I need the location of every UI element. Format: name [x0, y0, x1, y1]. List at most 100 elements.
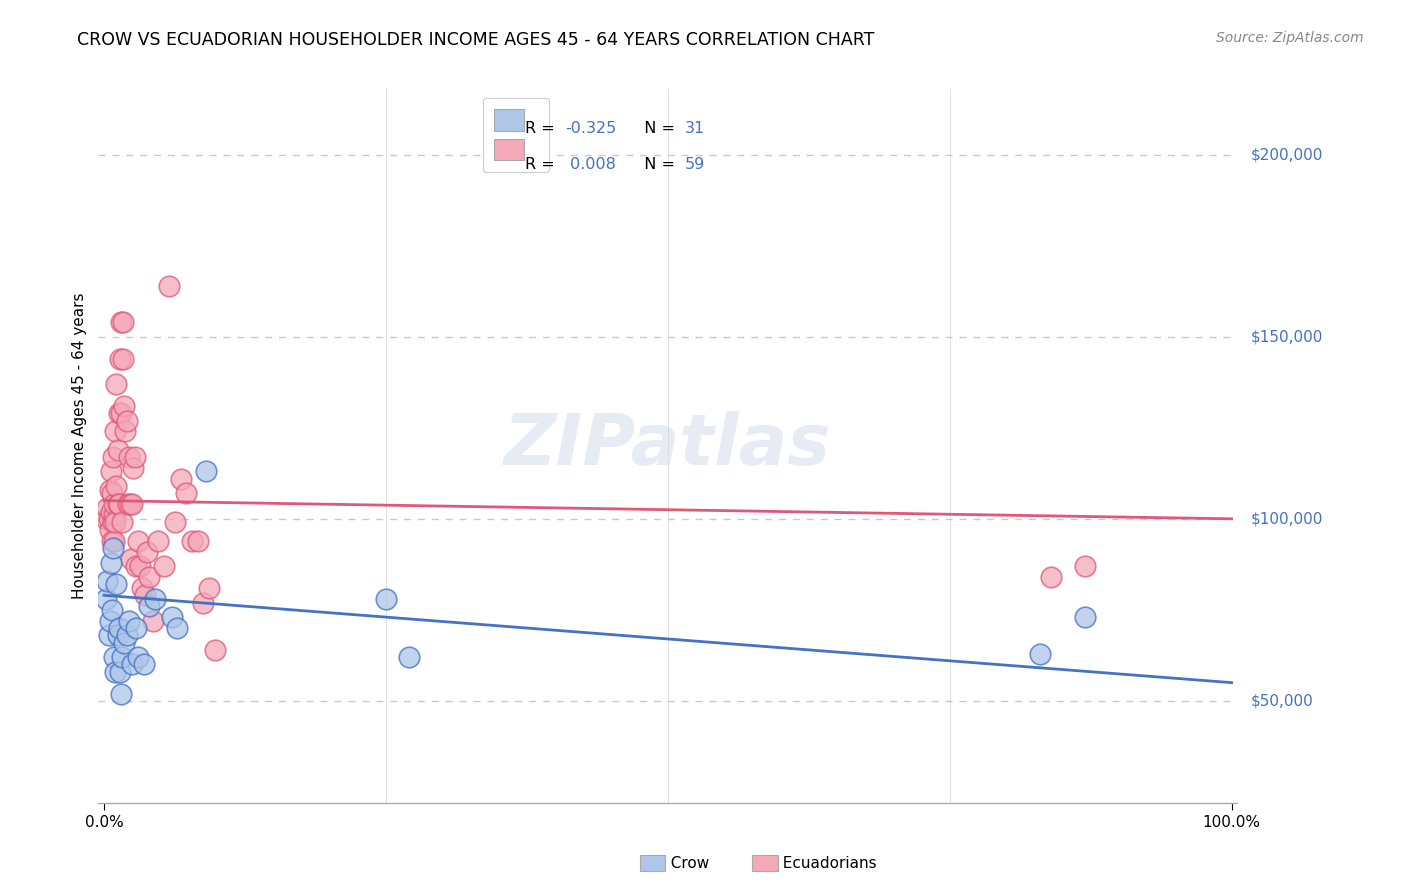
Text: -0.325: -0.325 — [565, 121, 617, 136]
Point — [96, 500, 118, 515]
Point — [96, 512, 118, 526]
Text: CROW VS ECUADORIAN HOUSEHOLDER INCOME AGES 45 - 64 YEARS CORRELATION CHART: CROW VS ECUADORIAN HOUSEHOLDER INCOME AG… — [77, 31, 875, 49]
Point — [105, 479, 128, 493]
Point — [100, 465, 122, 479]
Point — [104, 425, 127, 439]
Point — [127, 533, 149, 548]
Text: $150,000: $150,000 — [1251, 329, 1323, 344]
Text: N =: N = — [634, 157, 681, 171]
Point — [181, 533, 204, 548]
Text: 0.008: 0.008 — [565, 157, 616, 171]
Point — [103, 497, 125, 511]
Point — [398, 650, 420, 665]
Point — [143, 591, 166, 606]
Text: R =: R = — [526, 121, 561, 136]
Point — [103, 533, 125, 548]
Point — [141, 614, 163, 628]
Point — [104, 665, 127, 679]
Point — [101, 603, 124, 617]
Point — [107, 406, 129, 420]
Point — [148, 533, 170, 548]
Point — [101, 516, 124, 530]
Point — [131, 581, 153, 595]
Point — [110, 315, 132, 329]
Point — [1029, 647, 1052, 661]
Point — [127, 650, 149, 665]
Point — [120, 552, 142, 566]
Point — [108, 665, 131, 679]
Point — [117, 497, 139, 511]
Point — [104, 516, 127, 530]
Point — [121, 497, 143, 511]
Text: $100,000: $100,000 — [1251, 511, 1323, 526]
FancyBboxPatch shape — [752, 855, 778, 871]
Point — [101, 533, 124, 548]
Point — [124, 559, 146, 574]
Point — [100, 504, 122, 518]
Point — [101, 541, 124, 555]
Text: Source: ZipAtlas.com: Source: ZipAtlas.com — [1216, 31, 1364, 45]
Point — [124, 621, 146, 635]
Point — [118, 497, 141, 511]
Text: N =: N = — [634, 121, 681, 136]
Text: R =: R = — [526, 157, 561, 171]
Point — [105, 577, 128, 591]
Point — [108, 351, 131, 366]
Text: 31: 31 — [685, 121, 706, 136]
Point — [114, 425, 136, 439]
Point — [187, 533, 209, 548]
Point — [111, 516, 134, 530]
Point — [107, 628, 129, 642]
Point — [204, 643, 226, 657]
Point — [112, 399, 135, 413]
Point — [111, 650, 134, 665]
Point — [166, 621, 188, 635]
Point — [98, 614, 121, 628]
Point — [103, 650, 125, 665]
Point — [101, 450, 124, 464]
Point — [101, 486, 124, 500]
Y-axis label: Householder Income Ages 45 - 64 years: Householder Income Ages 45 - 64 years — [72, 293, 87, 599]
Point — [105, 377, 128, 392]
Point — [193, 596, 215, 610]
Point — [170, 472, 193, 486]
Text: ZIPatlas: ZIPatlas — [505, 411, 831, 481]
Point — [135, 544, 157, 558]
Point — [107, 621, 129, 635]
FancyBboxPatch shape — [640, 855, 665, 871]
Point — [103, 508, 125, 523]
Point — [124, 450, 146, 464]
Point — [159, 278, 181, 293]
Point — [198, 581, 221, 595]
Point — [107, 497, 129, 511]
Text: Crow: Crow — [661, 856, 709, 871]
Point — [129, 559, 152, 574]
Point — [96, 574, 118, 588]
Point — [1074, 559, 1097, 574]
Point — [132, 657, 155, 672]
Point — [115, 413, 138, 427]
Point — [98, 483, 121, 497]
Point — [134, 588, 156, 602]
Point — [165, 516, 187, 530]
Point — [122, 460, 145, 475]
Point — [112, 635, 135, 649]
Point — [107, 442, 129, 457]
Point — [107, 497, 129, 511]
Point — [96, 591, 118, 606]
Point — [176, 486, 198, 500]
Point — [153, 559, 176, 574]
Text: $200,000: $200,000 — [1251, 147, 1323, 162]
Text: Ecuadorians: Ecuadorians — [773, 856, 877, 871]
Text: 59: 59 — [685, 157, 706, 171]
Point — [98, 523, 121, 537]
Point — [1040, 570, 1063, 584]
Point — [100, 556, 122, 570]
Point — [118, 614, 141, 628]
Point — [97, 628, 120, 642]
Legend: , : , — [482, 97, 550, 172]
Point — [112, 351, 135, 366]
Point — [112, 315, 135, 329]
Point — [375, 591, 398, 606]
Point — [138, 599, 160, 614]
